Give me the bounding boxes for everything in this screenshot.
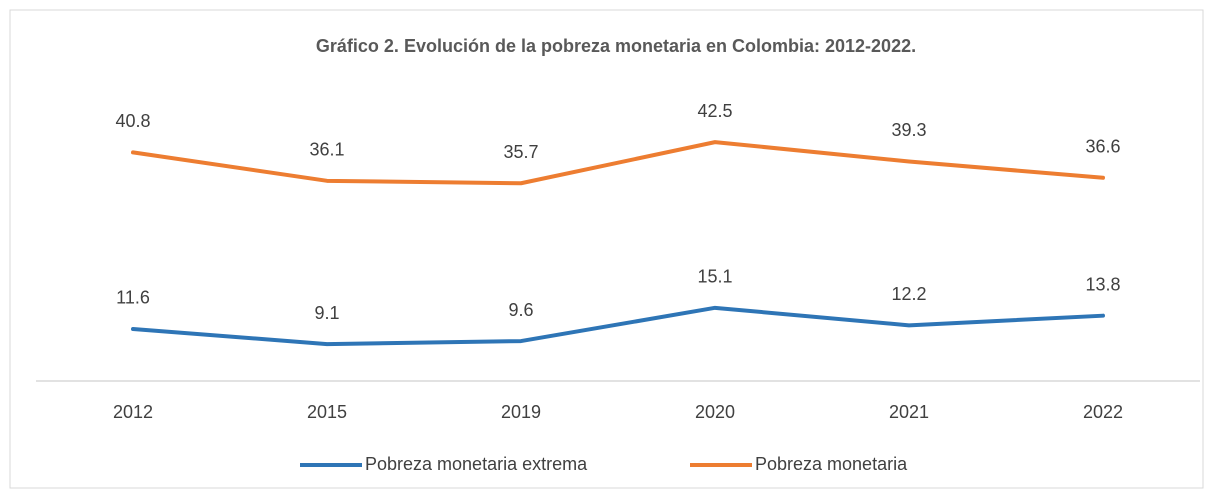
data-label: 42.5 <box>697 101 732 121</box>
x-tick-label: 2022 <box>1083 402 1123 422</box>
chart-title: Gráfico 2. Evolución de la pobreza monet… <box>316 36 916 56</box>
x-tick-label: 2015 <box>307 402 347 422</box>
data-label: 13.8 <box>1085 274 1120 294</box>
x-tick-label: 2019 <box>501 402 541 422</box>
data-label: 11.6 <box>116 288 150 308</box>
series-line <box>131 140 1105 186</box>
data-label: 36.6 <box>1085 137 1120 157</box>
data-label: 40.8 <box>115 111 150 131</box>
chart-border <box>9 9 1204 489</box>
x-tick-label: 2020 <box>695 402 735 422</box>
data-label: 36.1 <box>309 140 344 160</box>
x-tick-label: 2012 <box>113 402 153 422</box>
data-label: 39.3 <box>891 120 926 140</box>
data-label: 15.1 <box>697 267 732 287</box>
data-label: 12.2 <box>891 284 926 304</box>
data-label: 9.1 <box>314 303 339 323</box>
x-tick-label: 2021 <box>889 402 929 422</box>
legend-label: Pobreza monetaria <box>755 454 908 474</box>
series-line <box>131 305 1105 347</box>
data-label: 35.7 <box>503 142 538 162</box>
legend-label: Pobreza monetaria extrema <box>365 454 588 474</box>
data-label: 9.6 <box>508 300 533 320</box>
